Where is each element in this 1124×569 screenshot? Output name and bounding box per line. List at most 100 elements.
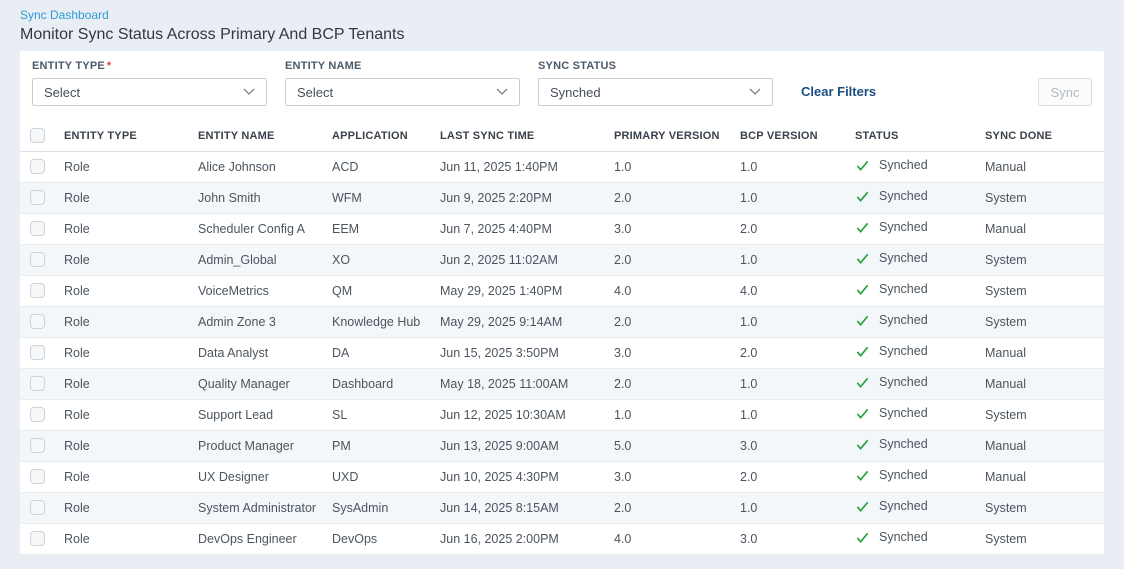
cell-status: Synched <box>855 213 985 245</box>
check-icon <box>856 408 869 419</box>
chevron-down-icon <box>749 88 761 95</box>
row-checkbox[interactable] <box>30 314 45 330</box>
row-checkbox[interactable] <box>30 159 45 175</box>
sync-button[interactable]: Sync <box>1038 78 1092 106</box>
entity-name-select[interactable]: Select <box>285 78 520 106</box>
cell-status: Synched <box>855 337 985 369</box>
cell-primary-version: 1.0 <box>614 151 740 183</box>
row-checkbox-cell <box>20 306 64 338</box>
cell-last-sync-time: Jun 14, 2025 8:15AM <box>440 492 614 524</box>
cell-bcp-version: 1.0 <box>740 182 855 214</box>
cell-bcp-version: 1.0 <box>740 399 855 431</box>
cell-entity-name: Quality Manager <box>198 368 332 400</box>
cell-sync-done: System <box>985 182 1104 214</box>
cell-status: Synched <box>855 461 985 493</box>
table-row: Role Support Lead SL Jun 12, 2025 10:30A… <box>20 399 1104 431</box>
row-checkbox[interactable] <box>30 531 45 547</box>
check-icon <box>856 222 869 233</box>
row-checkbox-cell <box>20 244 64 276</box>
row-checkbox[interactable] <box>30 500 45 516</box>
status-text: Synched <box>879 282 928 296</box>
cell-primary-version: 2.0 <box>614 306 740 338</box>
sync-status-select[interactable]: Synched <box>538 78 773 106</box>
row-checkbox-cell <box>20 337 64 369</box>
cell-entity-name: Data Analyst <box>198 337 332 369</box>
cell-entity-type: Role <box>64 492 198 524</box>
status-text: Synched <box>879 468 928 482</box>
table-row: Role DevOps Engineer DevOps Jun 16, 2025… <box>20 523 1104 555</box>
row-checkbox-cell <box>20 368 64 400</box>
row-checkbox[interactable] <box>30 469 45 485</box>
status-text: Synched <box>879 158 928 172</box>
cell-primary-version: 5.0 <box>614 430 740 462</box>
row-checkbox[interactable] <box>30 376 45 392</box>
clear-filters-link[interactable]: Clear Filters <box>801 84 877 99</box>
cell-entity-type: Role <box>64 244 198 276</box>
cell-primary-version: 2.0 <box>614 244 740 276</box>
row-checkbox[interactable] <box>30 190 45 206</box>
row-checkbox[interactable] <box>30 407 45 423</box>
cell-bcp-version: 3.0 <box>740 430 855 462</box>
cell-bcp-version: 1.0 <box>740 368 855 400</box>
cell-sync-done: Manual <box>985 213 1104 245</box>
header-bcp-version: BCP VERSION <box>740 121 855 152</box>
row-checkbox-cell <box>20 430 64 462</box>
entity-type-select[interactable]: Select <box>32 78 267 106</box>
cell-last-sync-time: Jun 11, 2025 1:40PM <box>440 151 614 183</box>
check-icon <box>856 284 869 295</box>
cell-entity-type: Role <box>64 275 198 307</box>
cell-bcp-version: 1.0 <box>740 151 855 183</box>
table-row: Role Product Manager PM Jun 13, 2025 9:0… <box>20 430 1104 462</box>
cell-primary-version: 3.0 <box>614 461 740 493</box>
row-checkbox-cell <box>20 523 64 555</box>
cell-bcp-version: 2.0 <box>740 461 855 493</box>
cell-application: DevOps <box>332 523 440 555</box>
status-text: Synched <box>879 375 928 389</box>
cell-entity-name: Admin Zone 3 <box>198 306 332 338</box>
sync-dashboard-page: Sync Dashboard Monitor Sync Status Acros… <box>20 8 1104 555</box>
check-icon <box>856 253 869 264</box>
cell-entity-name: John Smith <box>198 182 332 214</box>
status-text: Synched <box>879 313 928 327</box>
cell-bcp-version: 1.0 <box>740 492 855 524</box>
header-status: STATUS <box>855 121 985 152</box>
cell-application: EEM <box>332 213 440 245</box>
table-row: Role Scheduler Config A EEM Jun 7, 2025 … <box>20 213 1104 245</box>
cell-status: Synched <box>855 430 985 462</box>
cell-last-sync-time: Jun 13, 2025 9:00AM <box>440 430 614 462</box>
cell-primary-version: 1.0 <box>614 399 740 431</box>
cell-sync-done: Manual <box>985 368 1104 400</box>
row-checkbox[interactable] <box>30 283 45 299</box>
status-text: Synched <box>879 437 928 451</box>
entity-name-label: ENTITY NAME <box>285 60 362 72</box>
row-checkbox-cell <box>20 399 64 431</box>
status-text: Synched <box>879 251 928 265</box>
cell-primary-version: 3.0 <box>614 337 740 369</box>
row-checkbox[interactable] <box>30 345 45 361</box>
cell-application: WFM <box>332 182 440 214</box>
cell-sync-done: Manual <box>985 430 1104 462</box>
sync-status-label: SYNC STATUS <box>538 60 617 72</box>
status-text: Synched <box>879 189 928 203</box>
select-all-checkbox[interactable] <box>30 128 45 144</box>
row-checkbox[interactable] <box>30 221 45 237</box>
cell-last-sync-time: Jun 16, 2025 2:00PM <box>440 523 614 555</box>
cell-bcp-version: 4.0 <box>740 275 855 307</box>
table-row: Role John Smith WFM Jun 9, 2025 2:20PM 2… <box>20 182 1104 214</box>
cell-status: Synched <box>855 399 985 431</box>
cell-sync-done: System <box>985 244 1104 276</box>
row-checkbox[interactable] <box>30 252 45 268</box>
cell-primary-version: 2.0 <box>614 368 740 400</box>
cell-entity-name: Admin_Global <box>198 244 332 276</box>
status-text: Synched <box>879 530 928 544</box>
check-icon <box>856 191 869 202</box>
row-checkbox-cell <box>20 213 64 245</box>
row-checkbox-cell <box>20 151 64 183</box>
table-header-row: ENTITY TYPE ENTITY NAME APPLICATION LAST… <box>20 121 1104 152</box>
row-checkbox[interactable] <box>30 438 45 454</box>
cell-primary-version: 4.0 <box>614 275 740 307</box>
filter-group-sync-status: SYNC STATUS Synched <box>538 60 773 106</box>
sync-status-table: ENTITY TYPE ENTITY NAME APPLICATION LAST… <box>20 121 1104 555</box>
breadcrumb-sync-dashboard-link[interactable]: Sync Dashboard <box>20 8 109 22</box>
status-text: Synched <box>879 499 928 513</box>
